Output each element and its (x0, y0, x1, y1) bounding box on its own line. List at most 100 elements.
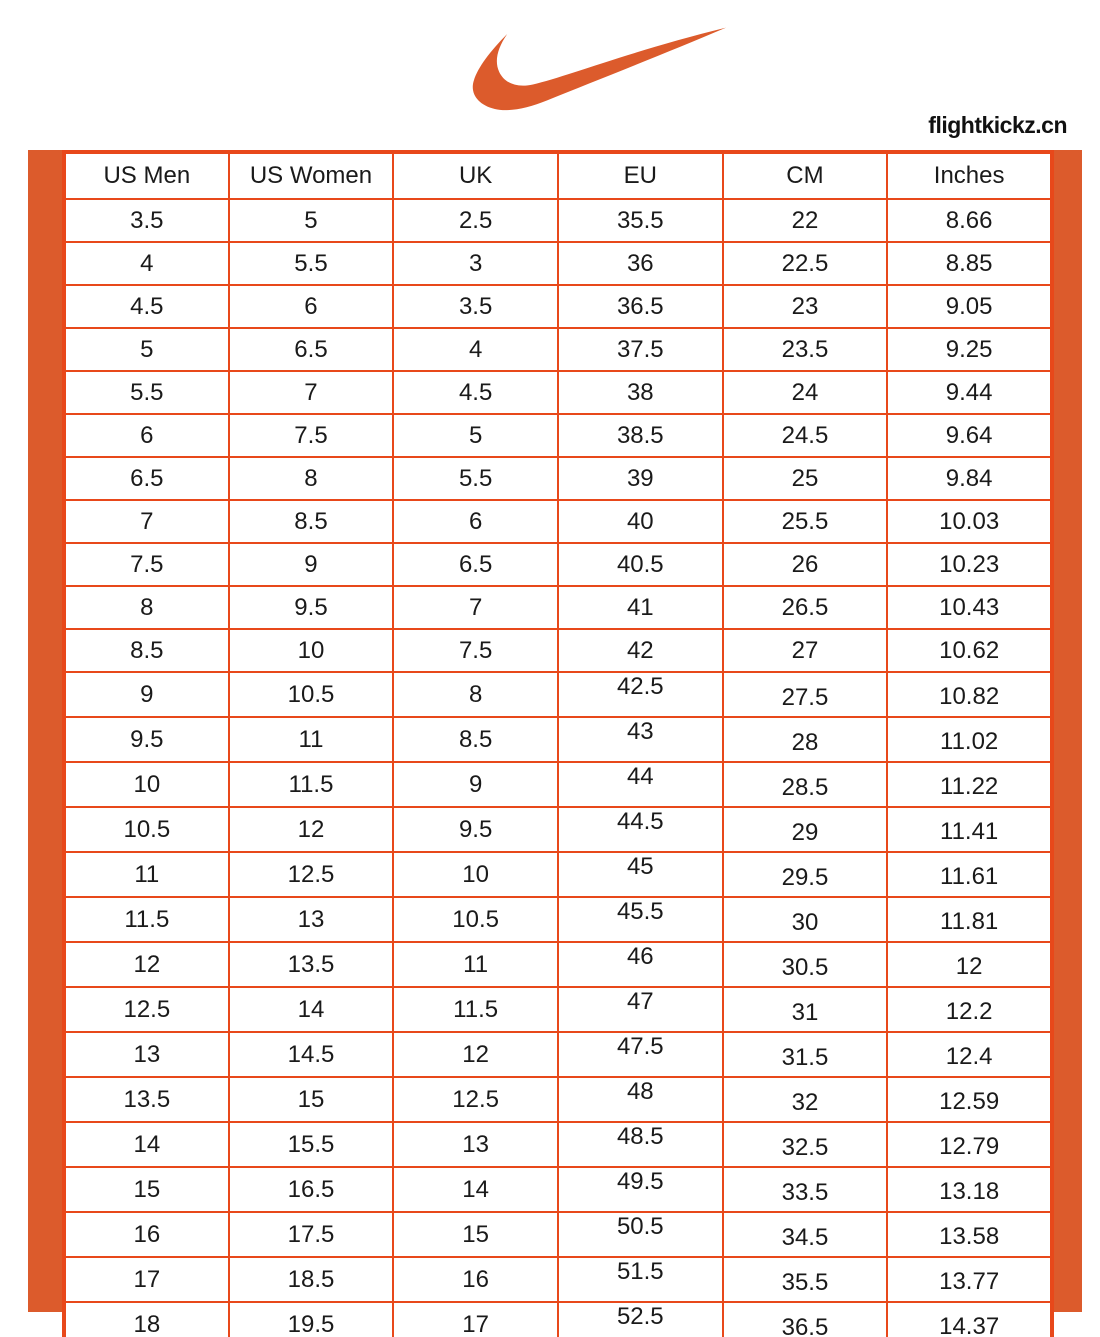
size-cell: 8.5 (63, 628, 230, 673)
table-row: 8 9.5 7 41 26.5 10.43 (63, 585, 1053, 630)
size-cell: 11 (63, 851, 230, 898)
size-cell: 14 (63, 1121, 230, 1168)
size-cell: 37.5 (556, 327, 724, 372)
size-cell: 28 (721, 716, 889, 763)
size-cell: 23 (721, 284, 889, 329)
size-cell: 11.5 (392, 986, 559, 1033)
size-cell: 14.37 (886, 1301, 1053, 1337)
table-row: 9 10.5 8 42.5 27.5 10.82 (63, 671, 1053, 718)
size-cell: 29 (721, 806, 889, 853)
size-cell: 10.5 (227, 671, 395, 718)
size-cell: 32 (721, 1076, 889, 1123)
size-cell: 27.5 (721, 671, 889, 718)
size-cell: 13.5 (227, 941, 395, 988)
size-cell: 12.59 (886, 1076, 1053, 1123)
table-row: 14 15.5 13 48.5 32.5 12.79 (63, 1121, 1053, 1168)
left-accent-bar (28, 150, 62, 1312)
size-cell: 9.84 (886, 456, 1053, 501)
size-cell: 7.5 (227, 413, 395, 458)
size-cell: 3.5 (63, 198, 230, 243)
size-cell: 8.5 (392, 716, 559, 763)
size-cell: 12.5 (63, 986, 230, 1033)
table-row: 12.5 14 11.5 47 31 12.2 (63, 986, 1053, 1033)
size-cell: 31 (721, 986, 889, 1033)
table-row: 5.5 7 4.5 38 24 9.44 (63, 370, 1053, 415)
size-cell: 41 (556, 585, 724, 630)
size-cell: 16 (392, 1256, 559, 1303)
size-cell: 40.5 (556, 542, 724, 587)
size-cell: 18.5 (227, 1256, 395, 1303)
size-cell: 50.5 (556, 1211, 724, 1258)
size-cell: 11 (392, 941, 559, 988)
size-cell: 9.5 (227, 585, 395, 630)
size-cell: 14.5 (227, 1031, 395, 1078)
size-cell: 11.5 (227, 761, 395, 808)
size-cell: 16 (63, 1211, 230, 1258)
size-conversion-chart: US Men US Women UK EU CM Inches 3.5 5 2.5 3… (28, 150, 1082, 1337)
size-cell: 12.2 (886, 986, 1053, 1033)
size-cell: 36.5 (556, 284, 724, 329)
size-cell: 23.5 (721, 327, 889, 372)
column-header-eu: EU (556, 151, 724, 200)
size-cell: 25 (721, 456, 889, 501)
size-cell: 11 (227, 716, 395, 763)
size-cell: 39 (556, 456, 724, 501)
table-row: 3.5 5 2.5 35.5 22 8.66 (63, 198, 1053, 243)
size-cell: 9 (392, 761, 559, 808)
size-cell: 10.5 (63, 806, 230, 853)
size-cell: 31.5 (721, 1031, 889, 1078)
size-cell: 19.5 (227, 1301, 395, 1337)
size-cell: 14 (227, 986, 395, 1033)
size-cell: 12 (886, 941, 1053, 988)
size-cell: 22 (721, 198, 889, 243)
size-cell: 51.5 (556, 1256, 724, 1303)
table-row: 4 5.5 3 36 22.5 8.85 (63, 241, 1053, 286)
size-cell: 13.58 (886, 1211, 1053, 1258)
column-header-us-women: US Women (227, 151, 395, 200)
size-cell: 33.5 (721, 1166, 889, 1213)
size-cell: 8.85 (886, 241, 1053, 286)
size-cell: 48.5 (556, 1121, 724, 1168)
size-cell: 10 (392, 851, 559, 898)
size-cell: 9.05 (886, 284, 1053, 329)
size-cell: 43 (556, 716, 724, 763)
size-cell: 5.5 (227, 241, 395, 286)
size-cell: 29.5 (721, 851, 889, 898)
size-cell: 13.77 (886, 1256, 1053, 1303)
size-cell: 11.22 (886, 761, 1053, 808)
size-cell: 12.5 (392, 1076, 559, 1123)
size-cell: 3 (392, 241, 559, 286)
size-cell: 13 (227, 896, 395, 943)
size-cell: 3.5 (392, 284, 559, 329)
size-cell: 11.61 (886, 851, 1053, 898)
size-cell: 6.5 (63, 456, 230, 501)
size-cell: 14 (392, 1166, 559, 1213)
size-cell: 26 (721, 542, 889, 587)
size-cell: 9 (227, 542, 395, 587)
size-cell: 12 (63, 941, 230, 988)
size-cell: 8 (227, 456, 395, 501)
table-row: 7 8.5 6 40 25.5 10.03 (63, 499, 1053, 544)
size-cell: 24 (721, 370, 889, 415)
size-cell: 16.5 (227, 1166, 395, 1213)
size-cell: 47 (556, 986, 724, 1033)
size-cell: 42.5 (556, 671, 724, 718)
size-cell: 34.5 (721, 1211, 889, 1258)
size-cell: 9.5 (63, 716, 230, 763)
size-cell: 30.5 (721, 941, 889, 988)
size-cell: 30 (721, 896, 889, 943)
size-cell: 5 (227, 198, 395, 243)
size-cell: 15.5 (227, 1121, 395, 1168)
size-cell: 9.64 (886, 413, 1053, 458)
size-cell: 10 (63, 761, 230, 808)
size-cell: 10.43 (886, 585, 1053, 630)
table-row: 7.5 9 6.5 40.5 26 10.23 (63, 542, 1053, 587)
size-cell: 42 (556, 628, 724, 673)
size-cell: 13.18 (886, 1166, 1053, 1213)
size-cell: 13.5 (63, 1076, 230, 1123)
size-cell: 9.44 (886, 370, 1053, 415)
size-cell: 27 (721, 628, 889, 673)
table-row: 11 12.5 10 45 29.5 11.61 (63, 851, 1053, 898)
size-cell: 22.5 (721, 241, 889, 286)
